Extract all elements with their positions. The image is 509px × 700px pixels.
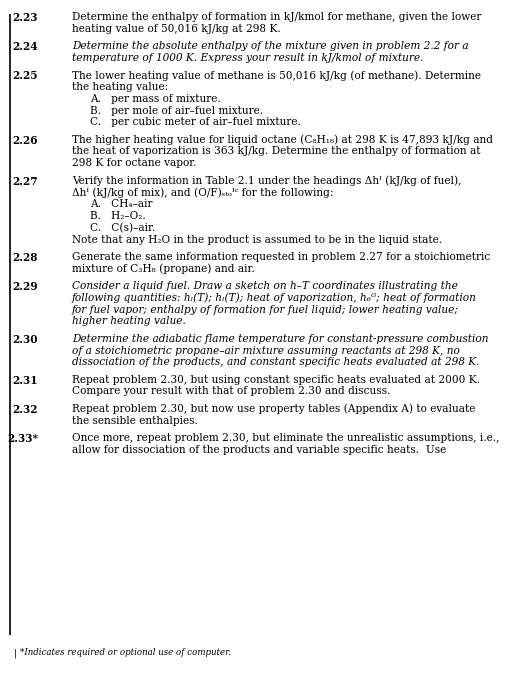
Text: 2.32: 2.32 (13, 404, 38, 414)
Text: 2.23: 2.23 (13, 12, 38, 23)
Text: higher heating value.: higher heating value. (72, 316, 186, 326)
Text: temperature of 1000 K. Express your result in kJ/kmol of mixture.: temperature of 1000 K. Express your resu… (72, 53, 423, 63)
Text: Compare your result with that of problem 2.30 and discuss.: Compare your result with that of problem… (72, 386, 390, 396)
Text: Generate the same information requested in problem 2.27 for a stoichiometric: Generate the same information requested … (72, 252, 490, 262)
Text: Consider a liquid fuel. Draw a sketch on h–T coordinates illustrating the: Consider a liquid fuel. Draw a sketch on… (72, 281, 458, 291)
Text: A.   per mass of mixture.: A. per mass of mixture. (90, 94, 221, 104)
Text: |: | (14, 648, 17, 657)
Text: heating value of 50,016 kJ/kg at 298 K.: heating value of 50,016 kJ/kg at 298 K. (72, 24, 281, 34)
Text: 2.33*: 2.33* (7, 433, 38, 444)
Text: the sensible enthalpies.: the sensible enthalpies. (72, 416, 198, 426)
Text: the heat of vaporization is 363 kJ/kg. Determine the enthalpy of formation at: the heat of vaporization is 363 kJ/kg. D… (72, 146, 480, 157)
Text: Verify the information in Table 2.1 under the headings Δhᴵ (kJ/kg of fuel),: Verify the information in Table 2.1 unde… (72, 176, 461, 186)
Text: for fuel vapor; enthalpy of formation for fuel liquid; lower heating value;: for fuel vapor; enthalpy of formation fo… (72, 304, 459, 314)
Text: 2.26: 2.26 (12, 134, 38, 146)
Text: B.   H₂–O₂.: B. H₂–O₂. (90, 211, 146, 221)
Text: Repeat problem 2.30, but now use property tables (Appendix A) to evaluate: Repeat problem 2.30, but now use propert… (72, 404, 475, 414)
Text: C.   C(s)–air.: C. C(s)–air. (90, 223, 155, 233)
Text: The higher heating value for liquid octane (C₈H₁₈) at 298 K is 47,893 kJ/kg and: The higher heating value for liquid octa… (72, 134, 493, 146)
Text: Determine the absolute enthalpy of the mixture given in problem 2.2 for a: Determine the absolute enthalpy of the m… (72, 41, 469, 51)
Text: the heating value:: the heating value: (72, 82, 168, 92)
Text: A.   CH₄–air: A. CH₄–air (90, 199, 153, 209)
Text: of a stoichiometric propane–air mixture assuming reactants at 298 K, no: of a stoichiometric propane–air mixture … (72, 346, 460, 356)
Text: 298 K for octane vapor.: 298 K for octane vapor. (72, 158, 196, 168)
Text: 2.27: 2.27 (12, 176, 38, 187)
Text: mixture of C₃H₈ (propane) and air.: mixture of C₃H₈ (propane) and air. (72, 264, 254, 274)
Text: Determine the adiabatic flame temperature for constant-pressure combustion: Determine the adiabatic flame temperatur… (72, 334, 489, 344)
Text: Determine the enthalpy of formation in kJ/kmol for methane, given the lower: Determine the enthalpy of formation in k… (72, 12, 482, 22)
Text: *Indicates required or optional use of computer.: *Indicates required or optional use of c… (20, 648, 231, 657)
Text: 2.25: 2.25 (13, 70, 38, 81)
Text: Δhᴵ (kJ/kg of mix), and (O/F)ₛₜₒᴵᶜ for the following:: Δhᴵ (kJ/kg of mix), and (O/F)ₛₜₒᴵᶜ for t… (72, 188, 333, 198)
Text: C.   per cubic meter of air–fuel mixture.: C. per cubic meter of air–fuel mixture. (90, 118, 301, 127)
Text: B.   per mole of air–fuel mixture.: B. per mole of air–fuel mixture. (90, 106, 263, 116)
Text: 2.28: 2.28 (13, 252, 38, 263)
Text: Once more, repeat problem 2.30, but eliminate the unrealistic assumptions, i.e.,: Once more, repeat problem 2.30, but elim… (72, 433, 499, 443)
Text: 2.30: 2.30 (13, 334, 38, 344)
Text: allow for dissociation of the products and variable specific heats.  Use: allow for dissociation of the products a… (72, 444, 446, 454)
Text: Repeat problem 2.30, but using constant specific heats evaluated at 2000 K.: Repeat problem 2.30, but using constant … (72, 374, 480, 384)
Text: 2.31: 2.31 (12, 374, 38, 386)
Text: Note that any H₂O in the product is assumed to be in the liquid state.: Note that any H₂O in the product is assu… (72, 234, 442, 244)
Text: 2.29: 2.29 (12, 281, 38, 292)
Text: 2.24: 2.24 (12, 41, 38, 52)
Text: dissociation of the products, and constant specific heats evaluated at 298 K.: dissociation of the products, and consta… (72, 357, 479, 368)
Text: The lower heating value of methane is 50,016 kJ/kg (of methane). Determine: The lower heating value of methane is 50… (72, 70, 481, 80)
Text: following quantities: hₗ(T); hₗ(T); heat of vaporization, h₆ᴳ; heat of formation: following quantities: hₗ(T); hₗ(T); heat… (72, 293, 477, 303)
